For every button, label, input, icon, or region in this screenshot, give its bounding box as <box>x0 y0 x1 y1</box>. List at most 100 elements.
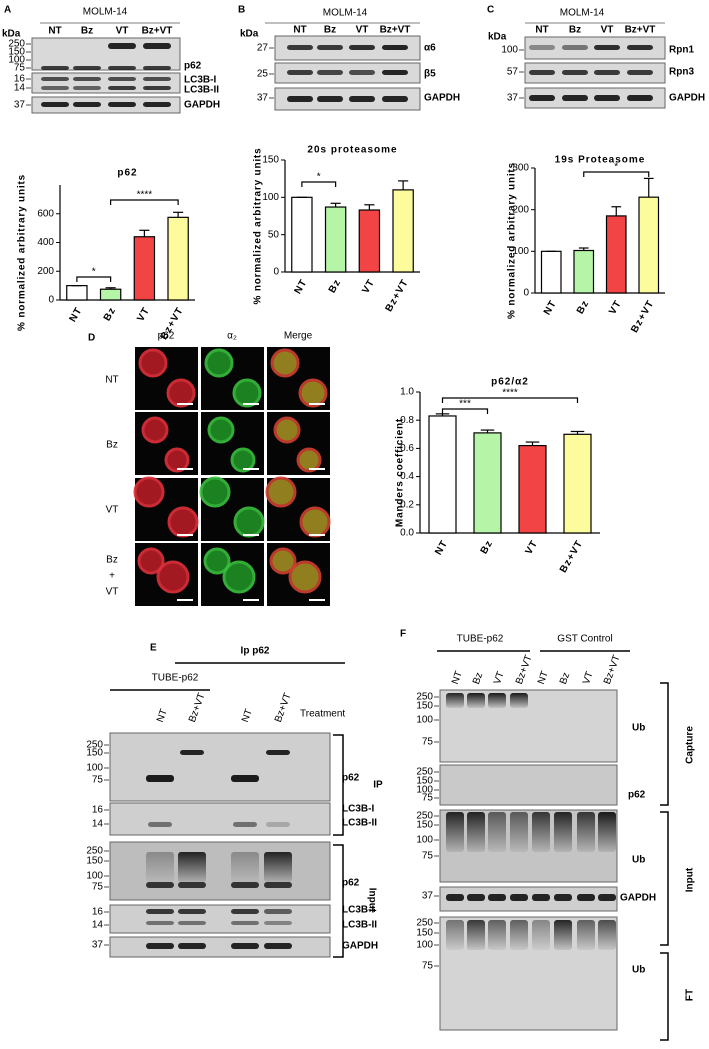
band <box>562 95 588 101</box>
marker-label: 75 <box>422 737 434 748</box>
ip-label: Ip p62 <box>241 646 270 657</box>
band <box>287 45 313 50</box>
marker-label: 150 <box>416 776 433 787</box>
row-label: Bz <box>106 440 118 451</box>
unit-label: kDa <box>488 32 507 43</box>
y-tick-label: 0.0 <box>400 528 414 539</box>
marker-label: 100 <box>416 835 433 846</box>
band <box>510 894 528 901</box>
cell <box>199 476 231 508</box>
band-label: LC3B-I <box>342 804 374 815</box>
marker-label: 14 <box>92 819 104 830</box>
band-label: α6 <box>424 43 436 54</box>
bar <box>573 249 595 294</box>
smear <box>231 852 259 882</box>
band <box>73 86 101 90</box>
group-label: IP <box>373 780 383 791</box>
smear <box>446 920 464 950</box>
marker-label: 100 <box>501 45 518 56</box>
group-bracket <box>660 682 669 806</box>
smear <box>532 920 550 950</box>
y-tick-label: 150 <box>262 155 279 166</box>
band <box>554 894 572 901</box>
group-bracket <box>660 952 669 1041</box>
band-label: GAPDH <box>424 93 460 104</box>
y-tick-label: 50 <box>268 229 280 240</box>
panel-label: B <box>238 5 245 16</box>
band <box>382 45 408 50</box>
blot <box>274 62 421 84</box>
blot <box>31 37 181 71</box>
band <box>231 775 259 782</box>
band <box>264 909 292 914</box>
y-tick-label: 200 <box>37 266 54 277</box>
band <box>146 921 174 925</box>
unit-label: kDa <box>2 29 21 40</box>
significance-bracket <box>301 181 337 187</box>
band <box>266 822 290 827</box>
band <box>529 95 555 101</box>
band <box>529 45 555 50</box>
marker-label: 100 <box>86 871 103 882</box>
bar <box>324 206 347 273</box>
band <box>41 66 69 70</box>
group-label: FT <box>685 989 696 1001</box>
marker-label: 25 <box>257 69 269 80</box>
marker-label: 250 <box>416 767 433 778</box>
marker-label: 150 <box>86 856 103 867</box>
band <box>233 822 257 827</box>
panel-label: D <box>88 333 95 344</box>
band <box>108 43 136 49</box>
cell <box>141 416 169 444</box>
unit-label: kDa <box>240 29 259 40</box>
y-tick-label: 100 <box>262 192 279 203</box>
band <box>532 894 550 901</box>
group-bracket <box>333 844 344 958</box>
band <box>178 943 206 949</box>
y-axis-label: % normalized arbitrary units <box>17 174 28 331</box>
marker-label: 100 <box>416 940 433 951</box>
lane-label: Bz+VT <box>187 692 208 724</box>
x-tick-label: NT <box>68 305 85 324</box>
band <box>562 70 588 75</box>
cell <box>204 348 234 378</box>
smear <box>446 812 464 852</box>
y-tick-label: 600 <box>37 208 54 219</box>
band <box>562 45 588 50</box>
marker-label: 14 <box>92 920 104 931</box>
bar <box>291 196 313 273</box>
cell <box>288 560 322 594</box>
band <box>594 70 620 75</box>
band <box>231 921 259 925</box>
row-label: + <box>109 571 115 582</box>
cell <box>265 476 297 508</box>
marker-label: 16 <box>92 907 104 918</box>
y-axis-label: Manders coefficient <box>395 418 406 527</box>
band <box>178 921 206 925</box>
marker-label: 250 <box>416 918 433 929</box>
band <box>594 95 620 101</box>
cell <box>166 378 196 408</box>
marker-label: 150 <box>416 701 433 712</box>
bar <box>638 196 660 294</box>
group-label: Capture <box>685 726 696 764</box>
band <box>108 77 136 81</box>
smear <box>577 920 595 950</box>
band-label: Rpn3 <box>669 67 694 78</box>
marker-label: 100 <box>416 715 433 726</box>
lane-label: VT <box>601 25 614 36</box>
smear <box>146 852 174 882</box>
cell <box>164 447 190 473</box>
lane-label: Bz+VT <box>602 654 623 686</box>
band <box>73 102 101 107</box>
group-label: Input <box>685 867 696 892</box>
tube-label: TUBE-p62 <box>457 634 504 645</box>
row-label: VT <box>106 587 119 598</box>
band <box>287 96 313 102</box>
band <box>143 77 171 81</box>
cell <box>230 447 256 473</box>
significance-bracket <box>76 276 112 282</box>
marker-label: 37 <box>92 940 104 951</box>
